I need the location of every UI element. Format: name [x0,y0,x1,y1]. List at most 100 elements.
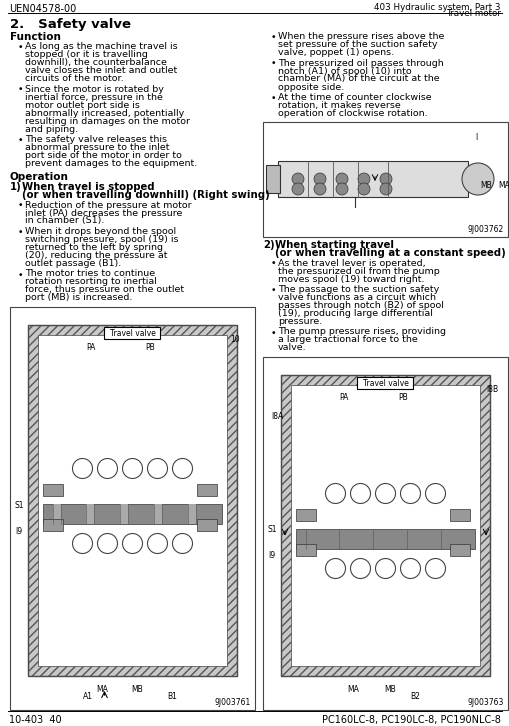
Text: (or when travelling downhill) (Right swing): (or when travelling downhill) (Right swi… [22,190,269,200]
Text: a large tractional force to the: a large tractional force to the [277,335,417,345]
Text: MA: MA [497,182,509,190]
Text: operation of clockwise rotation.: operation of clockwise rotation. [277,109,427,118]
Bar [449,508,469,521]
Bar [280,375,489,676]
Text: A1: A1 [82,692,92,701]
Text: 10-403  40: 10-403 40 [9,715,62,725]
Text: •: • [18,86,23,94]
Circle shape [375,484,394,504]
Circle shape [122,534,142,553]
Text: 403 Hydraulic system, Part 3: 403 Hydraulic system, Part 3 [374,3,500,12]
Text: •: • [270,33,276,42]
Text: outlet passage (B1).: outlet passage (B1). [25,259,121,268]
Text: 9J003761: 9J003761 [214,698,250,707]
Circle shape [400,484,420,504]
Text: opposite side.: opposite side. [277,83,344,91]
Text: •: • [270,60,276,68]
Circle shape [335,173,347,185]
Text: The pump pressure rises, providing: The pump pressure rises, providing [277,327,445,336]
Circle shape [147,459,167,478]
Text: notch (A1) of spool (10) into: notch (A1) of spool (10) into [277,67,411,76]
Bar [10,307,254,710]
Bar [43,504,221,523]
Text: MB: MB [479,182,491,190]
Text: MA: MA [96,685,108,694]
Text: B2: B2 [410,692,419,701]
Bar [86,504,94,523]
Text: chamber (MA) of the circuit at the: chamber (MA) of the circuit at the [277,75,439,83]
Circle shape [314,173,325,185]
Text: valve functions as a circuit which: valve functions as a circuit which [277,293,435,302]
Circle shape [350,484,370,504]
Text: Since the motor is rotated by: Since the motor is rotated by [25,84,163,94]
Text: port (MB) is increased.: port (MB) is increased. [25,293,132,303]
Text: PA: PA [86,343,95,352]
Text: MB: MB [384,685,395,694]
Text: downhill), the counterbalance: downhill), the counterbalance [25,58,166,67]
Circle shape [425,558,445,579]
Text: As long as the machine travel is: As long as the machine travel is [25,42,177,51]
Bar [28,325,237,676]
Text: valve.: valve. [277,343,306,353]
Bar [263,357,507,710]
Text: set pressure of the suction safety: set pressure of the suction safety [277,40,437,49]
Text: The pressurized oil passes through: The pressurized oil passes through [277,59,443,68]
Text: 1): 1) [10,182,22,192]
Text: Travel motor: Travel motor [445,9,500,18]
Circle shape [461,163,493,195]
Text: (or when travelling at a constant speed): (or when travelling at a constant speed) [274,248,505,258]
Text: When it drops beyond the spool: When it drops beyond the spool [25,227,176,236]
Circle shape [375,558,394,579]
Bar [154,504,162,523]
Text: valve closes the inlet and outlet: valve closes the inlet and outlet [25,66,177,75]
Circle shape [72,459,92,478]
Bar [295,529,474,549]
Text: switching pressure, spool (19) is: switching pressure, spool (19) is [25,235,178,244]
Text: As the travel lever is operated,: As the travel lever is operated, [277,258,425,267]
Text: the pressurized oil from the pump: the pressurized oil from the pump [277,266,439,275]
Bar [295,544,316,555]
Text: force, thus pressure on the outlet: force, thus pressure on the outlet [25,285,184,295]
Text: •: • [18,43,23,52]
Circle shape [425,484,445,504]
Circle shape [97,459,117,478]
Text: returned to the left by spring: returned to the left by spring [25,243,163,252]
Text: MA: MA [347,685,359,694]
Bar [295,508,316,521]
Circle shape [350,558,370,579]
Circle shape [357,173,369,185]
Bar [266,165,279,193]
Text: At the time of counter clockwise: At the time of counter clockwise [277,93,431,102]
Circle shape [172,459,192,478]
Bar [277,161,467,197]
Text: valve, poppet (1) opens.: valve, poppet (1) opens. [277,48,393,57]
FancyBboxPatch shape [357,377,413,389]
Bar [196,518,216,531]
Circle shape [292,173,303,185]
Text: motor outlet port side is: motor outlet port side is [25,100,139,110]
Text: The motor tries to continue: The motor tries to continue [25,269,155,279]
Text: Function: Function [10,32,61,42]
Text: •: • [18,136,23,145]
Circle shape [357,183,369,195]
Text: in chamber (S1).: in chamber (S1). [25,216,104,226]
Text: When starting travel: When starting travel [274,240,393,250]
Text: PB: PB [146,343,155,352]
Text: S1: S1 [267,526,277,534]
Text: Reduction of the pressure at motor: Reduction of the pressure at motor [25,200,191,210]
Circle shape [379,183,391,195]
Text: When travel is stopped: When travel is stopped [22,182,154,192]
Text: rotation resorting to inertial: rotation resorting to inertial [25,277,157,287]
Text: The safety valve releases this: The safety valve releases this [25,135,166,144]
Text: MB: MB [131,685,143,694]
Circle shape [325,558,345,579]
Text: •: • [270,259,276,269]
Bar [280,375,489,676]
Circle shape [72,534,92,553]
Text: •: • [270,94,276,103]
Text: •: • [18,202,23,211]
Text: port side of the motor in order to: port side of the motor in order to [25,151,182,160]
Bar [43,484,63,496]
Circle shape [335,183,347,195]
Bar [263,121,507,237]
